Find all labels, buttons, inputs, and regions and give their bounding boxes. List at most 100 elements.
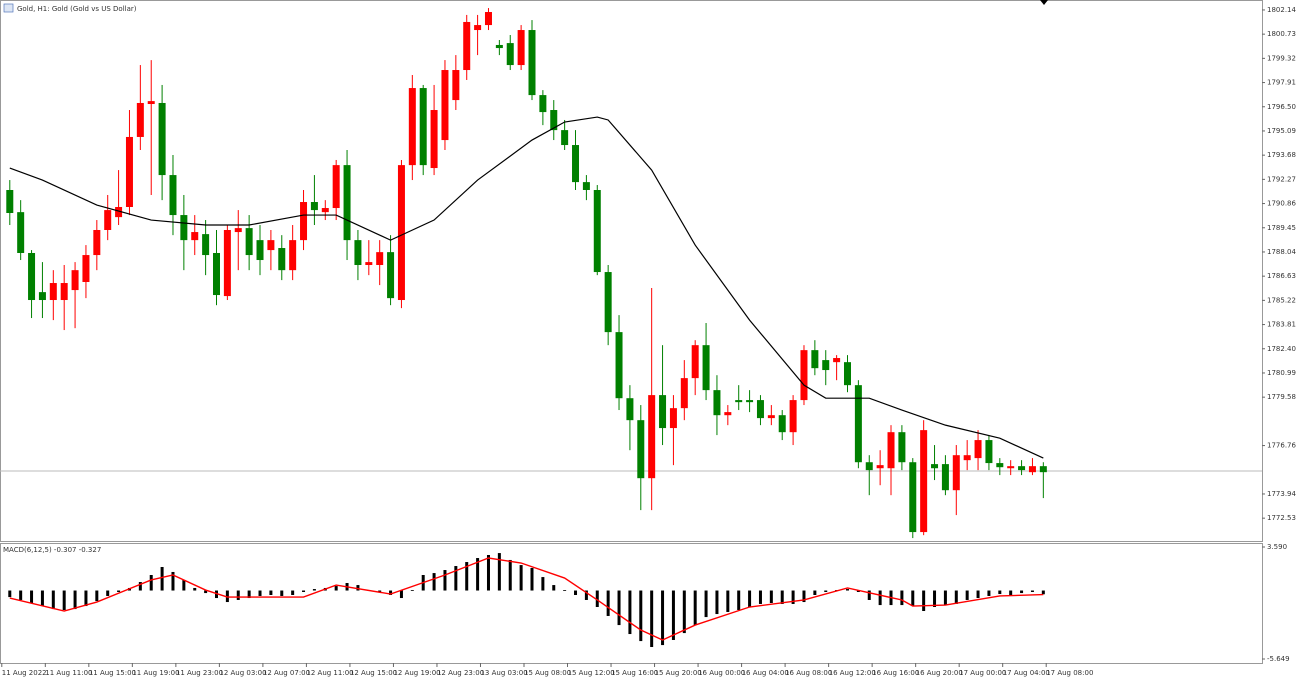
candle-body bbox=[637, 420, 645, 479]
macd-bar bbox=[693, 590, 697, 626]
macd-panel bbox=[0, 543, 1263, 664]
y-tick-label: 1793.68 bbox=[1267, 151, 1296, 159]
macd-bar bbox=[182, 579, 186, 591]
macd-bar bbox=[802, 590, 806, 603]
x-tick-label: 17 Aug 08:00 bbox=[1046, 669, 1093, 677]
macd-bar bbox=[225, 590, 229, 603]
x-tick-label: 12 Aug 23:00 bbox=[437, 669, 484, 677]
candle-body bbox=[495, 44, 503, 49]
macd-bar bbox=[704, 590, 708, 618]
x-tick-label: 11 Aug 15:00 bbox=[89, 669, 136, 677]
candle-body bbox=[256, 240, 264, 261]
y-tick-label: 1796.50 bbox=[1267, 103, 1296, 111]
macd-bar bbox=[541, 577, 545, 591]
y-tick-label: 1776.76 bbox=[1267, 442, 1296, 450]
macd-bar bbox=[378, 590, 382, 592]
candle-body bbox=[354, 240, 362, 266]
candle-body bbox=[125, 136, 133, 207]
macd-bar bbox=[95, 590, 99, 602]
candle-body bbox=[865, 462, 873, 471]
macd-bar bbox=[84, 590, 88, 607]
macd-bar bbox=[911, 590, 915, 607]
candle-body bbox=[572, 145, 580, 183]
main-panel bbox=[0, 0, 1263, 542]
macd-bar bbox=[650, 590, 654, 648]
candle-body bbox=[528, 30, 536, 96]
macd-bar bbox=[987, 590, 991, 596]
candle-body bbox=[550, 110, 558, 131]
macd-bar bbox=[563, 590, 567, 591]
candle-body bbox=[561, 130, 569, 146]
candle-body bbox=[963, 455, 971, 461]
candle-body bbox=[822, 360, 830, 371]
candle-body bbox=[539, 95, 547, 113]
candle-body bbox=[82, 255, 90, 282]
candle-body bbox=[343, 165, 351, 241]
macd-bar bbox=[138, 582, 142, 591]
macd-bar bbox=[1020, 590, 1024, 594]
candle-body bbox=[952, 455, 960, 491]
macd-bar bbox=[900, 590, 904, 606]
moving-average bbox=[9, 116, 1044, 459]
candle-body bbox=[724, 412, 732, 416]
candle-body bbox=[397, 165, 405, 301]
macd-bar bbox=[443, 570, 447, 591]
macd-bar bbox=[247, 590, 251, 599]
macd-bar bbox=[519, 565, 523, 591]
macd-bar bbox=[302, 590, 306, 592]
macd-bar bbox=[552, 585, 556, 591]
y-tick-label: 1786.63 bbox=[1267, 272, 1296, 280]
y-tick-label: 1772.53 bbox=[1267, 514, 1296, 522]
x-tick-label: 15 Aug 08:00 bbox=[524, 669, 571, 677]
candle-body bbox=[1028, 466, 1036, 473]
x-tick-label: 11 Aug 2022 bbox=[2, 669, 47, 677]
macd-bar bbox=[193, 587, 197, 591]
macd-bar bbox=[497, 553, 501, 591]
y-tick-label: 3.590 bbox=[1267, 543, 1287, 551]
macd-bar bbox=[748, 590, 752, 608]
candle-body bbox=[234, 228, 242, 233]
candle-body bbox=[28, 252, 36, 301]
macd-bar bbox=[486, 555, 490, 591]
macd-bar bbox=[845, 589, 849, 591]
candle-body bbox=[115, 206, 123, 218]
y-tick-label: 1773.94 bbox=[1267, 490, 1296, 498]
macd-bar bbox=[399, 590, 403, 599]
x-tick-label: 12 Aug 07:00 bbox=[263, 669, 310, 677]
y-tick-label: 1797.91 bbox=[1267, 79, 1296, 87]
x-tick-label: 15 Aug 20:00 bbox=[655, 669, 702, 677]
candle-body bbox=[169, 175, 177, 216]
chart-title: Gold, H1: Gold (Gold vs US Dollar) bbox=[17, 5, 137, 13]
candle-body bbox=[365, 262, 373, 266]
candle-body bbox=[321, 208, 329, 213]
candle-body bbox=[680, 378, 688, 409]
x-tick-label: 16 Aug 12:00 bbox=[829, 669, 876, 677]
candle-body bbox=[267, 240, 275, 251]
macd-bar bbox=[780, 590, 784, 604]
shift-marker bbox=[1040, 0, 1048, 5]
macd-bar bbox=[117, 590, 121, 592]
macd-bar bbox=[62, 590, 66, 611]
candle-body bbox=[17, 212, 25, 253]
candle-body bbox=[376, 252, 384, 266]
candle-body bbox=[985, 440, 993, 464]
macd-bar bbox=[204, 590, 208, 594]
candle-body bbox=[517, 30, 525, 66]
macd-bar bbox=[508, 559, 512, 591]
candle-body bbox=[245, 228, 253, 256]
candle-body bbox=[506, 43, 514, 66]
candle-body bbox=[648, 395, 656, 479]
macd-bar bbox=[258, 590, 262, 596]
macd-bar bbox=[171, 571, 175, 591]
candle-body bbox=[746, 400, 754, 403]
candle-body bbox=[484, 12, 492, 26]
candle-body bbox=[278, 248, 286, 271]
y-tick-label: 1782.40 bbox=[1267, 345, 1296, 353]
candle-body bbox=[669, 408, 677, 429]
candle-body bbox=[898, 432, 906, 463]
candle-body bbox=[854, 385, 862, 463]
x-tick-label: 12 Aug 03:00 bbox=[219, 669, 266, 677]
candle-body bbox=[332, 165, 340, 209]
candle-body bbox=[582, 182, 590, 191]
